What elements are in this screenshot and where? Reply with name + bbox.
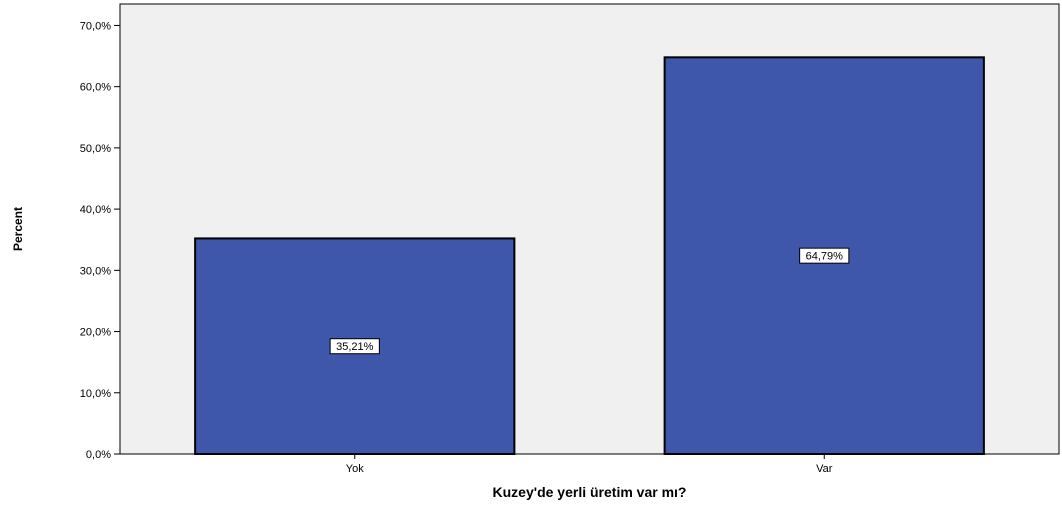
data-label: 64,79%: [806, 251, 844, 263]
x-axis: Yok Var: [120, 453, 1059, 475]
y-axis: 0,0% 10,0% 20,0% 30,0% 40,0% 50,0% 60,0% 70,0%: [80, 4, 121, 461]
y-tick-label: 20,0%: [80, 327, 111, 339]
data-labels-layer: 35,21% 64,79%: [329, 247, 850, 355]
y-tick-label: 40,0%: [80, 204, 111, 216]
y-tick-label: 0,0%: [86, 449, 111, 461]
x-tick-label: Yok: [346, 463, 364, 475]
x-tick-label: Var: [816, 463, 833, 475]
y-tick-label: 10,0%: [80, 388, 111, 400]
y-tick-label: 60,0%: [80, 82, 111, 94]
x-axis-title: Kuzey'de yerli üretim var mı?: [493, 484, 687, 500]
y-tick-label: 30,0%: [80, 265, 111, 277]
data-label-box: [799, 247, 850, 264]
data-label: 35,21%: [336, 341, 374, 353]
data-label-box: [329, 338, 380, 355]
y-tick-label: 50,0%: [80, 143, 111, 155]
y-tick-label: 70,0%: [80, 20, 111, 32]
y-axis-title: Percent: [11, 207, 25, 251]
